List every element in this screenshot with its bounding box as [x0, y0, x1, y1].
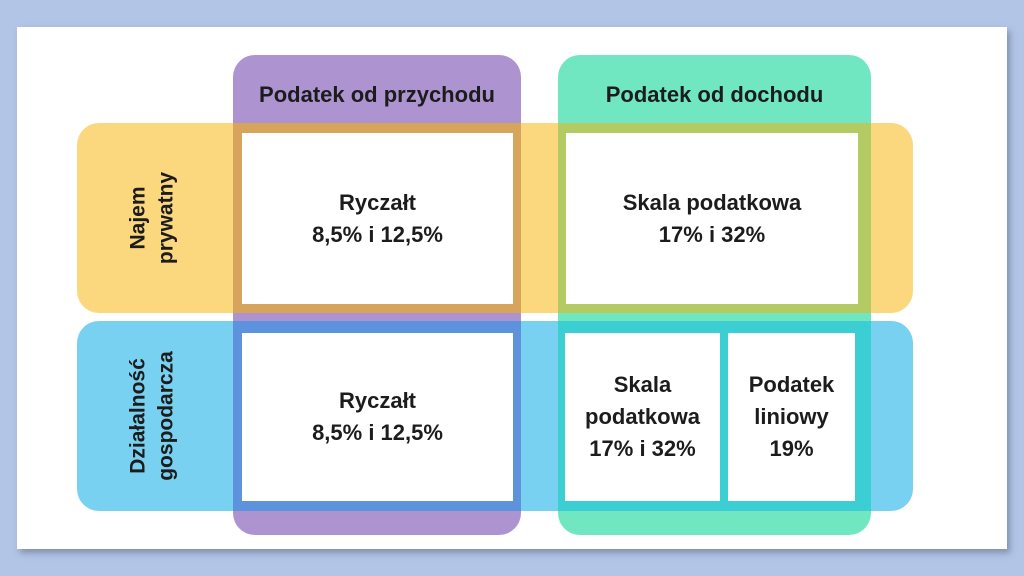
- diagram-canvas: Podatek od przychodu Podatek od dochodu …: [17, 27, 1007, 549]
- cell-najem-dochod-title: Skala podatkowa: [622, 189, 802, 215]
- cell-najem-przychod: Ryczałt 8,5% i 12,5%: [242, 133, 513, 304]
- row-label-najem: Najem prywatny: [125, 172, 182, 264]
- cell-dzialalnosc-przychod: Ryczałt 8,5% i 12,5%: [242, 333, 513, 501]
- row-label-najem-line1: Najem: [126, 186, 150, 250]
- cell-najem-przychod-title: Ryczałt: [338, 189, 417, 215]
- cell-najem-dochod: Skala podatkowa 17% i 32%: [566, 133, 858, 304]
- row-label-dzialalnosc-line1: Działalność: [126, 358, 150, 474]
- cell-dzialalnosc-dochod-skala-rates: 17% i 32%: [589, 435, 696, 461]
- row-label-dzialalnosc: Działalność gospodarcza: [125, 351, 182, 481]
- cell-dzialalnosc-dochod-skala: Skala podatkowa 17% i 32%: [565, 333, 720, 501]
- column-header-dochod: Podatek od dochodu: [605, 82, 824, 107]
- row-label-najem-line2: prywatny: [155, 171, 178, 265]
- cell-dzialalnosc-dochod-liniowy: Podatek liniowy 19%: [728, 333, 855, 501]
- cell-najem-przychod-rates: 8,5% i 12,5%: [312, 221, 443, 247]
- cell-dzialalnosc-przychod-rates: 8,5% i 12,5%: [312, 420, 443, 445]
- row-label-dzialalnosc-line2: gospodarcza: [155, 351, 178, 481]
- cell-dzialalnosc-dochod-liniowy-title: Podatek liniowy: [748, 372, 835, 430]
- cell-dzialalnosc-przychod-title: Ryczałt: [338, 388, 417, 414]
- column-header-przychod: Podatek od przychodu: [259, 82, 495, 107]
- cell-dzialalnosc-dochod-liniowy-rates: 19%: [769, 435, 814, 461]
- cell-najem-dochod-rates: 17% i 32%: [658, 221, 766, 247]
- cell-dzialalnosc-dochod-skala-title: Skala podatkowa: [585, 372, 700, 430]
